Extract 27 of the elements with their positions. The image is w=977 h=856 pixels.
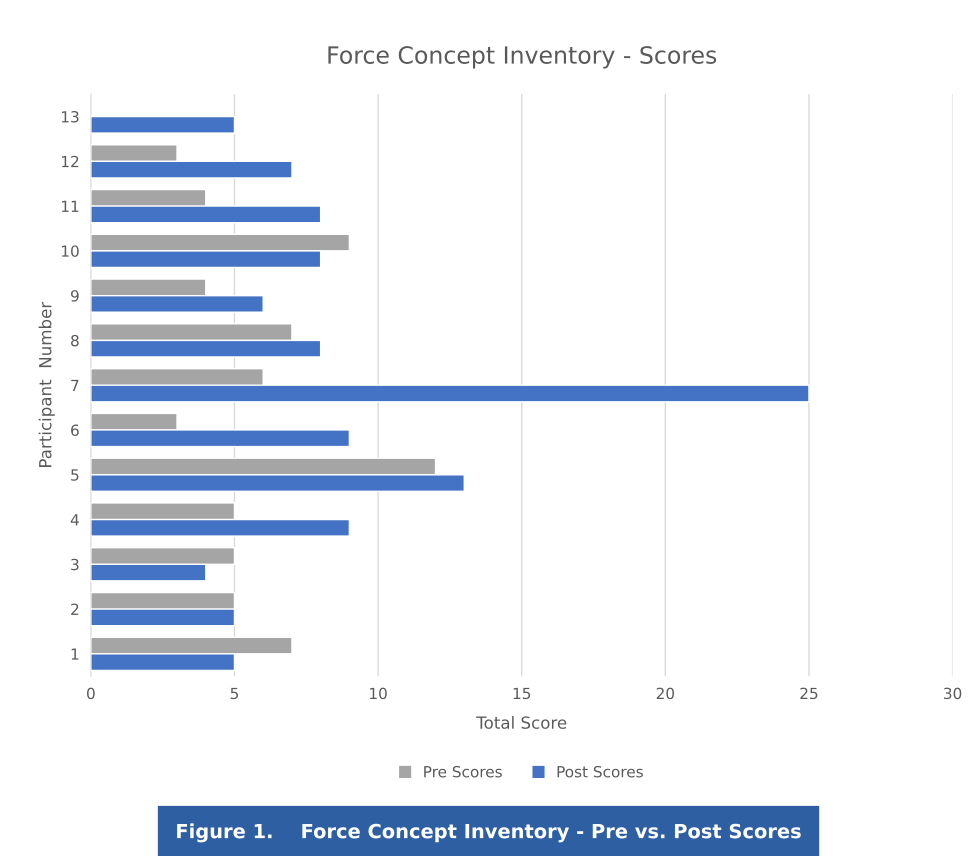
x-tick-label: 5 xyxy=(230,688,238,700)
chart-title: Force Concept Inventory - Scores xyxy=(328,46,716,69)
y-tick-label: 1 xyxy=(72,648,78,660)
legend-label: Pre Scores xyxy=(424,766,502,778)
y-tick-label: 5 xyxy=(71,469,78,481)
bar xyxy=(90,116,236,134)
x-tick-label: 25 xyxy=(800,688,818,700)
x-tick-label: 20 xyxy=(656,688,674,700)
y-tick-label: 13 xyxy=(62,111,79,123)
y-tick-label: 11 xyxy=(62,200,78,212)
y-tick-label: 3 xyxy=(71,558,79,570)
x-tick-label: 15 xyxy=(514,688,530,700)
x-tick-label: 30 xyxy=(944,688,962,700)
caption: Figure 1. Force Concept Inventory - Pre vs. Post Scores xyxy=(177,823,801,842)
y-tick-label: 8 xyxy=(71,334,79,346)
x-axis-title: Total Score xyxy=(476,716,566,729)
y-tick-label: 10 xyxy=(62,245,79,257)
y-tick-label: 6 xyxy=(71,424,79,436)
x-tick-label: 0 xyxy=(87,688,95,700)
x-tick-label: 10 xyxy=(370,688,387,700)
y-tick-label: 9 xyxy=(70,290,79,302)
y-tick-label: 4 xyxy=(70,514,79,526)
legend-label: Post Scores xyxy=(558,766,643,778)
y-tick-label: 2 xyxy=(71,604,78,615)
y-tick-label: 7 xyxy=(71,380,78,392)
y-tick-label: 12 xyxy=(62,156,78,168)
y-axis-title: Participant Number xyxy=(38,302,55,467)
